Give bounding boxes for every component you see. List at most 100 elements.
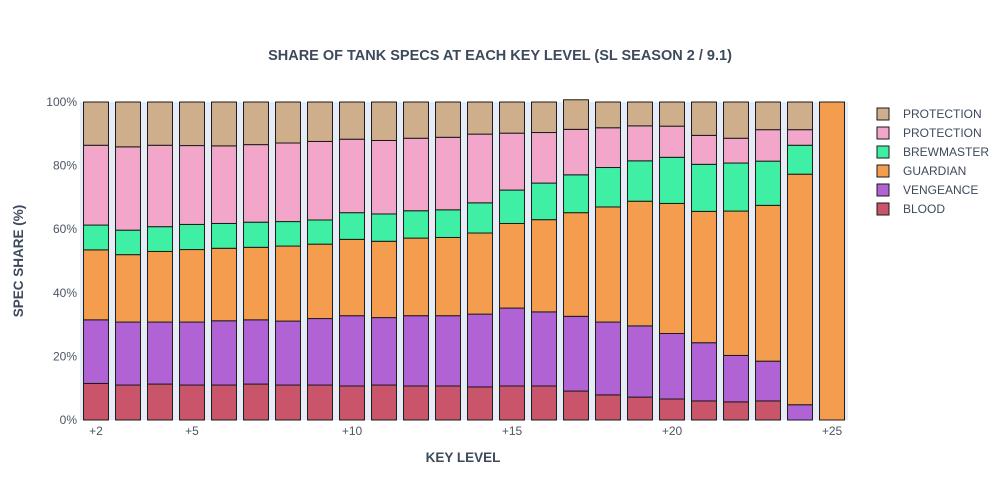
bar-segment-protection-5-key-24[interactable]	[787, 101, 813, 131]
bar-segment-protection-5-key-20[interactable]	[659, 101, 685, 127]
bar-segment-guardian-2-key-21[interactable]	[691, 210, 717, 344]
bar-segment-protection-4-key-14[interactable]	[467, 133, 493, 204]
bar-segment-vengeance-1-key-12[interactable]	[403, 315, 429, 387]
bar-segment-protection-5-key-17[interactable]	[563, 99, 589, 130]
bar-segment-blood-0-key-8[interactable]	[275, 384, 301, 421]
bar-segment-blood-0-key-23[interactable]	[755, 400, 781, 421]
bar-segment-protection-5-key-14[interactable]	[467, 101, 493, 135]
bar-segment-brewmaster-3-key-15[interactable]	[499, 189, 525, 224]
bar-segment-brewmaster-3-key-8[interactable]	[275, 221, 301, 247]
bar-segment-guardian-2-key-9[interactable]	[307, 243, 333, 320]
bar-segment-vengeance-1-key-15[interactable]	[499, 307, 525, 387]
legend-item-vengeance-1[interactable]: VENGEANCE	[876, 183, 978, 197]
bar-segment-guardian-2-key-15[interactable]	[499, 222, 525, 309]
bar-segment-vengeance-1-key-8[interactable]	[275, 320, 301, 386]
bar-segment-vengeance-1-key-19[interactable]	[627, 325, 653, 398]
bar-segment-brewmaster-3-key-13[interactable]	[435, 209, 461, 238]
bar-segment-blood-0-key-22[interactable]	[723, 401, 749, 421]
bar-segment-blood-0-key-14[interactable]	[467, 386, 493, 421]
bar-segment-blood-0-key-19[interactable]	[627, 396, 653, 421]
bar-segment-protection-4-key-7[interactable]	[243, 144, 269, 223]
bar-segment-protection-4-key-20[interactable]	[659, 125, 685, 158]
bar-segment-protection-4-key-9[interactable]	[307, 140, 333, 221]
bar-segment-vengeance-1-key-5[interactable]	[179, 321, 205, 386]
legend-item-guardian-2[interactable]: GUARDIAN	[876, 164, 966, 178]
bar-segment-protection-5-key-10[interactable]	[339, 101, 365, 140]
bar-segment-protection-4-key-4[interactable]	[147, 144, 173, 228]
bar-segment-guardian-2-key-6[interactable]	[211, 247, 237, 322]
bar-segment-guardian-2-key-18[interactable]	[595, 206, 621, 323]
bar-segment-blood-0-key-21[interactable]	[691, 400, 717, 421]
bar-segment-brewmaster-3-key-5[interactable]	[179, 223, 205, 251]
bar-segment-protection-4-key-22[interactable]	[723, 137, 749, 164]
bar-segment-blood-0-key-6[interactable]	[211, 384, 237, 421]
bar-segment-guardian-2-key-25[interactable]	[819, 101, 845, 421]
bar-segment-protection-5-key-12[interactable]	[403, 101, 429, 139]
bar-segment-brewmaster-3-key-22[interactable]	[723, 162, 749, 212]
bar-segment-protection-4-key-10[interactable]	[339, 138, 365, 214]
bar-segment-guardian-2-key-8[interactable]	[275, 245, 301, 322]
bar-segment-guardian-2-key-24[interactable]	[787, 173, 813, 406]
bar-segment-blood-0-key-7[interactable]	[243, 383, 269, 421]
bar-segment-protection-4-key-18[interactable]	[595, 127, 621, 169]
bar-segment-protection-4-key-2[interactable]	[83, 144, 109, 226]
bar-segment-protection-5-key-6[interactable]	[211, 101, 237, 147]
bar-segment-brewmaster-3-key-7[interactable]	[243, 221, 269, 248]
bar-segment-protection-5-key-8[interactable]	[275, 101, 301, 144]
bar-segment-protection-5-key-7[interactable]	[243, 101, 269, 146]
bar-segment-blood-0-key-13[interactable]	[435, 385, 461, 421]
bar-segment-brewmaster-3-key-19[interactable]	[627, 160, 653, 202]
legend-item-blood-0[interactable]: BLOOD	[876, 202, 945, 216]
bar-segment-vengeance-1-key-21[interactable]	[691, 342, 717, 402]
bar-segment-brewmaster-3-key-24[interactable]	[787, 144, 813, 175]
bar-segment-guardian-2-key-11[interactable]	[371, 240, 397, 319]
bar-segment-guardian-2-key-7[interactable]	[243, 246, 269, 321]
bar-segment-guardian-2-key-10[interactable]	[339, 238, 365, 317]
bar-segment-guardian-2-key-23[interactable]	[755, 204, 781, 362]
bar-segment-brewmaster-3-key-18[interactable]	[595, 167, 621, 208]
bar-segment-blood-0-key-5[interactable]	[179, 384, 205, 421]
bar-segment-brewmaster-3-key-17[interactable]	[563, 174, 589, 214]
bar-segment-blood-0-key-2[interactable]	[83, 382, 109, 421]
bar-segment-protection-5-key-23[interactable]	[755, 101, 781, 131]
bar-segment-protection-5-key-15[interactable]	[499, 101, 525, 134]
bar-segment-protection-5-key-3[interactable]	[115, 101, 141, 148]
bar-segment-protection-4-key-6[interactable]	[211, 145, 237, 224]
bar-segment-blood-0-key-4[interactable]	[147, 383, 173, 421]
bar-segment-blood-0-key-16[interactable]	[531, 385, 557, 421]
bar-segment-blood-0-key-12[interactable]	[403, 385, 429, 421]
bar-segment-guardian-2-key-3[interactable]	[115, 254, 141, 323]
bar-segment-vengeance-1-key-20[interactable]	[659, 333, 685, 400]
bar-segment-brewmaster-3-key-2[interactable]	[83, 224, 109, 251]
bar-segment-guardian-2-key-12[interactable]	[403, 237, 429, 317]
bar-segment-blood-0-key-20[interactable]	[659, 398, 685, 421]
bar-segment-protection-4-key-8[interactable]	[275, 142, 301, 223]
bar-segment-brewmaster-3-key-12[interactable]	[403, 210, 429, 239]
bar-segment-protection-5-key-18[interactable]	[595, 101, 621, 129]
bar-segment-protection-5-key-9[interactable]	[307, 101, 333, 142]
bar-segment-guardian-2-key-2[interactable]	[83, 249, 109, 321]
bar-segment-protection-4-key-19[interactable]	[627, 125, 653, 162]
bar-segment-vengeance-1-key-9[interactable]	[307, 318, 333, 386]
bar-segment-guardian-2-key-13[interactable]	[435, 236, 461, 317]
bar-segment-brewmaster-3-key-21[interactable]	[691, 163, 717, 212]
legend-item-protection-5[interactable]: PROTECTION	[876, 107, 982, 121]
bar-segment-protection-5-key-4[interactable]	[147, 101, 173, 146]
bar-segment-protection-4-key-23[interactable]	[755, 129, 781, 162]
bar-segment-vengeance-1-key-22[interactable]	[723, 354, 749, 403]
bar-segment-protection-5-key-19[interactable]	[627, 101, 653, 127]
bar-segment-protection-5-key-21[interactable]	[691, 101, 717, 136]
bar-segment-vengeance-1-key-10[interactable]	[339, 315, 365, 387]
bar-segment-protection-4-key-12[interactable]	[403, 137, 429, 212]
bar-segment-guardian-2-key-4[interactable]	[147, 250, 173, 323]
bar-segment-brewmaster-3-key-9[interactable]	[307, 219, 333, 245]
bar-segment-vengeance-1-key-18[interactable]	[595, 321, 621, 396]
bar-segment-vengeance-1-key-4[interactable]	[147, 321, 173, 385]
bar-segment-guardian-2-key-19[interactable]	[627, 200, 653, 327]
bar-segment-protection-4-key-5[interactable]	[179, 145, 205, 225]
bar-segment-brewmaster-3-key-3[interactable]	[115, 229, 141, 256]
bar-segment-protection-5-key-16[interactable]	[531, 101, 557, 134]
bar-segment-protection-5-key-11[interactable]	[371, 101, 397, 141]
bar-segment-blood-0-key-11[interactable]	[371, 384, 397, 421]
bar-segment-blood-0-key-9[interactable]	[307, 384, 333, 421]
